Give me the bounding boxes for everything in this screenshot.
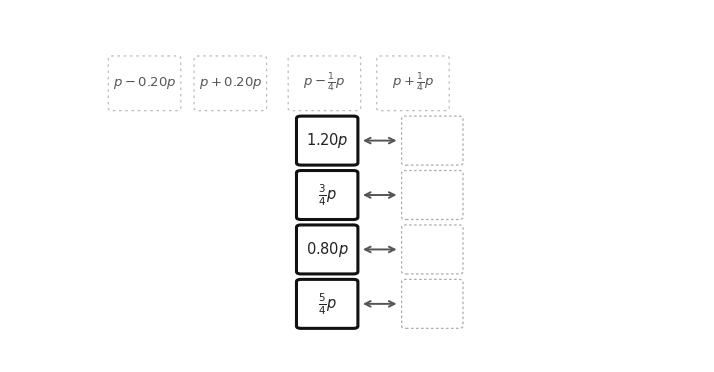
FancyBboxPatch shape bbox=[401, 225, 463, 274]
Text: $p-0.20p$: $p-0.20p$ bbox=[113, 75, 176, 91]
Text: $p-\frac{1}{4}p$: $p-\frac{1}{4}p$ bbox=[303, 72, 346, 94]
FancyBboxPatch shape bbox=[194, 56, 266, 110]
FancyBboxPatch shape bbox=[296, 279, 358, 328]
FancyBboxPatch shape bbox=[377, 56, 449, 110]
Text: $p+\frac{1}{4}p$: $p+\frac{1}{4}p$ bbox=[392, 72, 434, 94]
FancyBboxPatch shape bbox=[401, 116, 463, 165]
FancyBboxPatch shape bbox=[288, 56, 361, 110]
Text: $\frac{3}{4}p$: $\frac{3}{4}p$ bbox=[318, 182, 337, 208]
FancyBboxPatch shape bbox=[296, 170, 358, 219]
Text: $p+0.20p$: $p+0.20p$ bbox=[198, 75, 262, 91]
FancyBboxPatch shape bbox=[401, 279, 463, 328]
FancyBboxPatch shape bbox=[401, 170, 463, 219]
Text: $1.20p$: $1.20p$ bbox=[306, 131, 348, 150]
FancyBboxPatch shape bbox=[296, 116, 358, 165]
FancyBboxPatch shape bbox=[109, 56, 181, 110]
FancyBboxPatch shape bbox=[296, 225, 358, 274]
Text: $0.80p$: $0.80p$ bbox=[306, 240, 348, 259]
Text: $\frac{5}{4}p$: $\frac{5}{4}p$ bbox=[318, 291, 337, 317]
